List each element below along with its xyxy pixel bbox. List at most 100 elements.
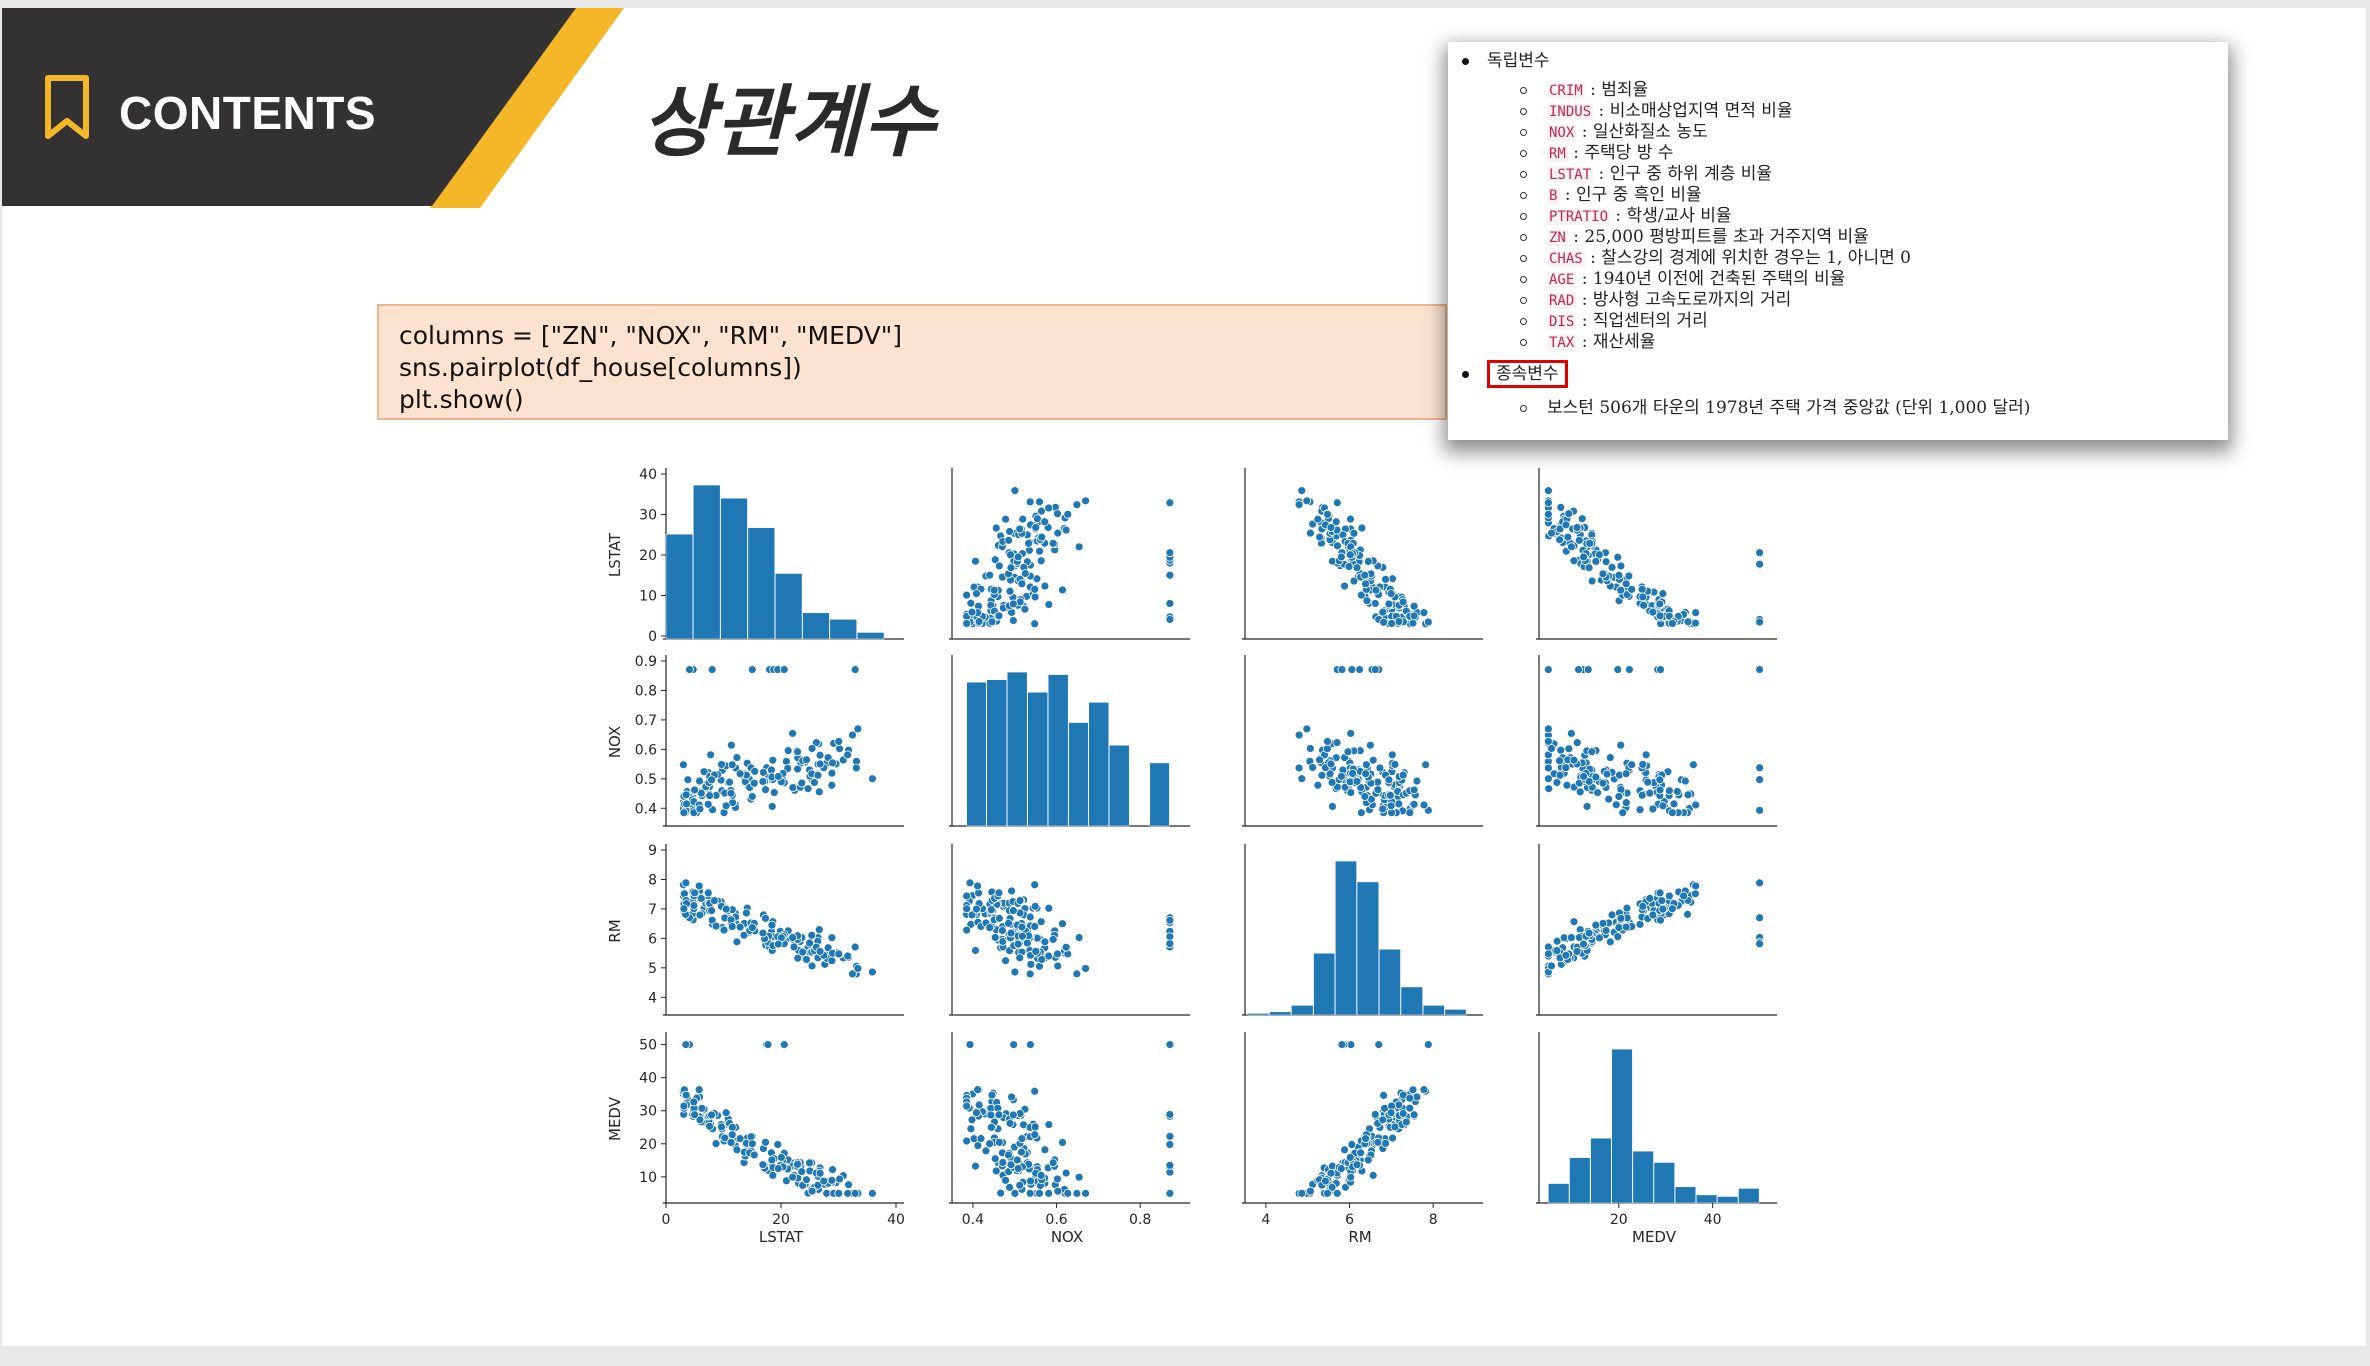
- scatter-point: [1614, 792, 1624, 801]
- scatter-point: [1010, 486, 1020, 496]
- histogram-bar: [1717, 1196, 1739, 1204]
- scatter-point: [1655, 775, 1665, 785]
- scatter-point: [1641, 750, 1651, 760]
- scatter-point: [828, 758, 837, 768]
- scatter-point: [1616, 561, 1626, 571]
- scatter-point: [1638, 760, 1648, 769]
- histogram-bar: [1027, 692, 1048, 827]
- scatter-point: [985, 1139, 995, 1149]
- panel-rm-vs-lstat: 4 5 6 7 8 9 RM: [606, 843, 904, 1016]
- scatter-point: [703, 888, 713, 898]
- scatter-point: [1691, 800, 1701, 810]
- dependent-item-row: 보스턴 506개 타운의 1978년 주택 가격 중앙값 (단위 1,000 달…: [1520, 398, 2030, 419]
- histogram-bar: [802, 612, 830, 640]
- scatter-point: [758, 777, 768, 786]
- scatter-point: [761, 1137, 770, 1147]
- scatter-point: [1332, 498, 1342, 508]
- variable-code: CHAS: [1547, 251, 1585, 267]
- scatter-point: [1332, 738, 1342, 748]
- scatter-point: [1348, 769, 1357, 778]
- scatter-point: [1333, 541, 1342, 551]
- scatter-point: [735, 922, 745, 932]
- scatter-point: [742, 908, 751, 918]
- scatter-point: [1030, 619, 1040, 629]
- scatter-point: [1345, 550, 1355, 560]
- scatter-point: [1394, 799, 1404, 809]
- scatter-point: [749, 778, 759, 788]
- x-tick-label: 0.8: [1129, 1212, 1151, 1228]
- scatter-point: [1063, 1188, 1073, 1198]
- histogram-bar: [1291, 1005, 1314, 1016]
- histogram-bar: [1269, 1011, 1292, 1016]
- scatter-point: [994, 611, 1004, 621]
- scatter-point: [1325, 769, 1335, 779]
- scatter-point: [711, 921, 721, 931]
- scatter-point: [974, 617, 984, 626]
- scatter-point: [1602, 769, 1612, 779]
- scatter-point: [1755, 548, 1765, 558]
- scatter-point: [1394, 1100, 1404, 1110]
- scatter-point: [1061, 525, 1071, 535]
- panel-lstat-vs-lstat: 0 10 20 30 40 LSTAT: [606, 467, 904, 645]
- variable-description: : 주택당 방 수: [1567, 143, 1674, 163]
- scatter-point: [1566, 542, 1576, 552]
- scatter-point: [1030, 1122, 1040, 1132]
- scatter-point: [994, 561, 1004, 571]
- scatter-point: [1566, 729, 1576, 738]
- scatter-point: [1294, 763, 1304, 773]
- scatter-point: [1294, 500, 1304, 510]
- scatter-point: [1591, 920, 1601, 930]
- scatter-point: [1346, 788, 1356, 797]
- scatter-point: [1323, 509, 1332, 519]
- scatter-point: [696, 893, 706, 903]
- scatter-point: [758, 928, 768, 938]
- scatter-point: [750, 766, 760, 776]
- scatter-point: [1063, 509, 1073, 519]
- histogram-bar: [720, 497, 748, 640]
- scatter-point: [1658, 904, 1668, 914]
- scatter-point: [1419, 800, 1429, 810]
- scatter-point: [1398, 770, 1408, 780]
- panel-nox-vs-rm: [1242, 655, 1483, 827]
- scatter-point: [1561, 520, 1571, 530]
- histogram-bar: [747, 527, 775, 640]
- x-axis-label: LSTAT: [759, 1228, 804, 1246]
- scatter-point: [1072, 969, 1082, 979]
- scatter-point: [966, 598, 976, 608]
- scatter-point: [1053, 509, 1062, 519]
- scatter-point: [1555, 535, 1564, 545]
- y-tick-label: 20: [639, 1137, 657, 1153]
- scatter-point: [819, 1176, 829, 1186]
- scatter-point: [843, 750, 853, 760]
- scatter-point: [1025, 497, 1035, 507]
- scatter-point: [1658, 801, 1668, 811]
- x-tick-label: 20: [772, 1212, 790, 1228]
- scatter-point: [1361, 760, 1371, 770]
- scatter-point: [690, 785, 700, 795]
- scatter-point: [1006, 1160, 1016, 1170]
- scatter-point: [1621, 579, 1631, 589]
- circle-bullet-icon: [1520, 150, 1527, 157]
- scatter-point: [1081, 964, 1090, 973]
- scatter-point: [1621, 769, 1631, 779]
- scatter-point: [1081, 1188, 1090, 1198]
- scatter-point: [985, 570, 995, 580]
- scatter-point: [1001, 1175, 1010, 1185]
- scatter-point: [1755, 775, 1765, 784]
- scatter-point: [1343, 747, 1353, 757]
- scatter-point: [998, 1158, 1008, 1167]
- histogram-bar: [1356, 881, 1379, 1016]
- scatter-point: [1165, 570, 1175, 580]
- circle-bullet-icon: [1520, 297, 1527, 304]
- scatter-point: [1378, 1115, 1388, 1125]
- scatter-point: [835, 744, 844, 754]
- variable-description: : 일산화질소 농도: [1576, 122, 1708, 142]
- scatter-point: [1591, 772, 1601, 782]
- scatter-point: [1053, 1186, 1063, 1196]
- scatter-point: [1297, 774, 1307, 784]
- scatter-point: [1347, 665, 1357, 674]
- variable-description: : 25,000 평방피트를 초과 거주지역 비율: [1567, 227, 1869, 247]
- scatter-point: [1030, 922, 1040, 931]
- scatter-point: [1611, 800, 1621, 810]
- scatter-point: [1583, 665, 1593, 674]
